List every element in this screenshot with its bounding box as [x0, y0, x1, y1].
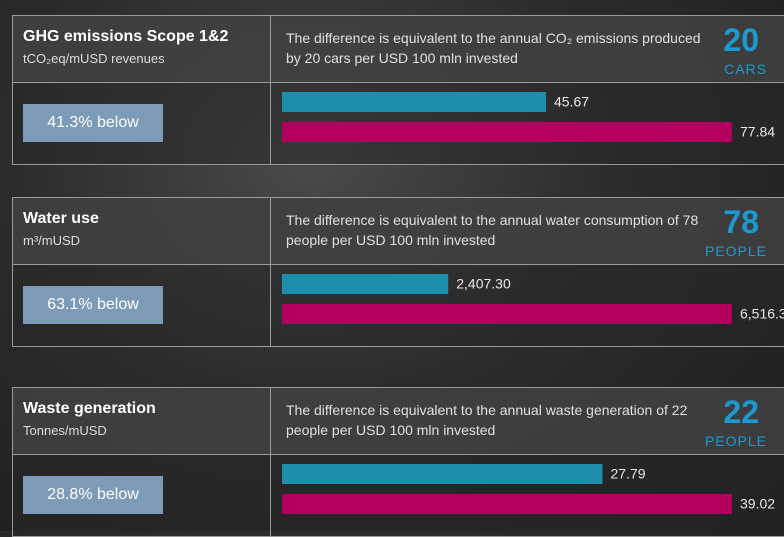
highlight-number: 78 — [723, 204, 759, 241]
metric-unit: Tonnes/mUSD — [23, 423, 107, 438]
metric-unit: m³/mUSD — [23, 233, 80, 248]
bar-label: 2,407.30 — [456, 276, 511, 292]
highlight-number: 20 — [723, 22, 759, 59]
metric-title: GHG emissions Scope 1&2 — [23, 28, 228, 46]
bar — [282, 494, 732, 514]
bar-label: 6,516.37 — [740, 306, 784, 322]
metric-title: Waste generation — [23, 400, 156, 418]
metric-unit: tCO₂eq/mUSD revenues — [23, 51, 165, 66]
bar-chart: 2,407.30 6,516.37 — [270, 264, 784, 346]
metric-panel: Waste generation Tonnes/mUSD The differenc… — [12, 387, 784, 537]
metric-panel: GHG emissions Scope 1&2 tCO₂eq/mUSD reven… — [12, 15, 784, 165]
highlight-label: PEOPLE — [705, 243, 767, 259]
bar-label: 27.79 — [610, 466, 645, 482]
bar-chart: 27.79 39.02 — [270, 454, 784, 536]
page: {"panels": [ {"title": "GHG emissions Sc… — [0, 0, 784, 531]
highlight-label: CARS — [724, 61, 767, 77]
bar — [282, 304, 732, 324]
highlight-number: 22 — [723, 394, 759, 431]
bar — [282, 464, 602, 484]
description: The difference is equivalent to the annu… — [286, 210, 706, 250]
metric-title: Water use — [23, 210, 99, 228]
description: The difference is equivalent to the annu… — [286, 28, 706, 68]
bar — [282, 122, 732, 142]
below-badge: 28.8% below — [23, 476, 163, 514]
bar-label: 39.02 — [740, 496, 775, 512]
description: The difference is equivalent to the annu… — [286, 400, 706, 440]
highlight-label: PEOPLE — [705, 433, 767, 449]
metric-panel: Water use m³/mUSD The difference is equiva… — [12, 197, 784, 347]
bar — [282, 92, 546, 112]
bar-chart: 45.67 77.84 — [270, 82, 784, 164]
bar-label: 77.84 — [740, 124, 775, 140]
bar — [282, 274, 448, 294]
below-badge: 63.1% below — [23, 286, 163, 324]
below-badge: 41.3% below — [23, 104, 163, 142]
bar-label: 45.67 — [554, 94, 589, 110]
